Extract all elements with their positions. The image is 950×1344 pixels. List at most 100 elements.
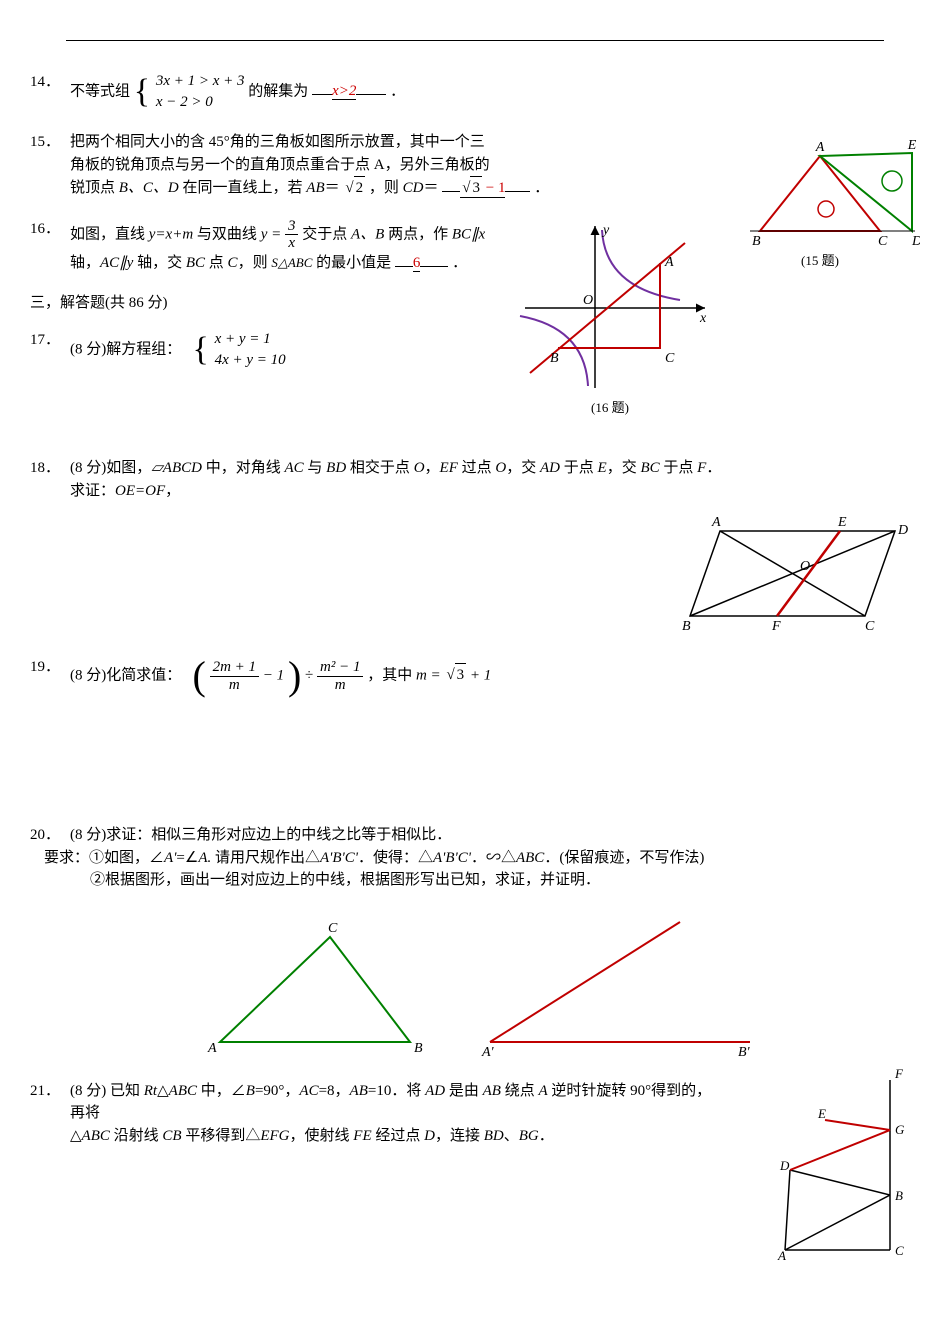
q18-t1g: ，交 <box>506 460 540 476</box>
q16-t1a: 如图，直线 <box>70 226 149 242</box>
brace-icon: { <box>134 75 150 109</box>
q16-bcx: BC∥x <box>452 226 485 242</box>
q19-f2d: m <box>317 677 363 694</box>
q20-r1b: A' <box>164 850 176 866</box>
q18-e: E <box>598 460 607 476</box>
q19-f2n: m² − 1 <box>317 659 363 677</box>
q16-cpt: C <box>228 255 238 271</box>
q16-yxm: y=x+m <box>149 226 193 242</box>
q20-pts: (8 分) <box>70 827 106 843</box>
f21-ad <box>785 1170 790 1250</box>
q16-t1e: A、B <box>351 226 384 242</box>
q21-cb: CB <box>162 1128 181 1144</box>
qnum-14: 14． <box>30 71 70 94</box>
f21-db <box>790 1170 890 1195</box>
q15-line2: 角板的锐角顶点与另一个的直角顶点重合于点 A，另外三角板的 <box>70 154 710 177</box>
question-18: 18． (8 分)如图，▱ABCD 中，对角线 AC 与 BD 相交于点 O，E… <box>30 457 920 636</box>
q16-fracd: x <box>285 235 299 252</box>
q14-sys-row2: x − 2 > 0 <box>156 92 245 113</box>
f20-A: A <box>207 1041 217 1056</box>
q15-line1: 把两个相同大小的含 45°角的三角板如图所示放置，其中一个三 <box>70 131 710 154</box>
q15-minus1: − 1 <box>482 180 505 196</box>
rparen-icon: ) <box>288 656 301 696</box>
q15-sqrt3: 3 <box>470 176 482 200</box>
q17-sys1: x + y = 1 <box>215 329 286 350</box>
qbody-18: (8 分)如图，▱ABCD 中，对角线 AC 与 BD 相交于点 O，EF 过点… <box>70 457 920 502</box>
q21-t2g: 、 <box>504 1128 519 1144</box>
q21-t1f: =10．将 <box>368 1083 425 1099</box>
blank <box>505 191 530 192</box>
f21-ab <box>785 1195 890 1250</box>
qnum-16: 16． <box>30 218 70 241</box>
fig20-left: A B C <box>180 912 440 1062</box>
q20-r1h: ．∽△ <box>471 850 516 866</box>
qbody-15: 把两个相同大小的含 45°角的三角板如图所示放置，其中一个三 角板的锐角顶点与另… <box>70 131 710 200</box>
sqrt-icon: 2 <box>343 176 365 200</box>
q19-txt: 化简求值： <box>106 667 181 683</box>
q20-r2: ②根据图形，画出一组对应边上的中线，根据图形写出已知，求证，并证明． <box>90 869 920 892</box>
q18-f: F <box>697 460 706 476</box>
q21-t2c: 平移得到△ <box>182 1128 261 1144</box>
q18-bd: BD <box>326 460 346 476</box>
fig20-ray <box>490 922 680 1042</box>
q18-o: O <box>414 460 425 476</box>
q16-bc: BC <box>186 255 205 271</box>
f20-Bp: B' <box>738 1045 751 1060</box>
f21-D: D <box>779 1158 790 1173</box>
question-14: 14． 不等式组 { 3x + 1 > x + 3 x − 2 > 0 的解集为… <box>30 71 920 113</box>
qnum-18: 18． <box>30 457 70 480</box>
q16-sabc: S△ABC <box>271 255 312 270</box>
q16-t2e: 的最小值是 <box>312 255 391 271</box>
q19-sqrt3: 3 <box>455 663 467 687</box>
q21-t1b: △ <box>157 1083 169 1099</box>
lparen-icon: ( <box>193 656 206 696</box>
q18-ac: AC <box>284 460 303 476</box>
blank <box>442 191 460 192</box>
fig15-circle2 <box>882 171 902 191</box>
figure-20: A B C A' B' <box>30 912 920 1062</box>
q19-frac2: m² − 1m <box>317 659 363 693</box>
q16-frac: 3x <box>285 218 299 252</box>
q15-sqrt2: 2 <box>354 176 366 200</box>
f20-B: B <box>414 1041 423 1056</box>
f18-O: O <box>800 559 810 574</box>
qbody-21: (8 分) 已知 Rt△ABC 中，∠B=90°，AC=8，AB=10．将 AD… <box>70 1080 720 1148</box>
q20-r1d: A. <box>198 850 211 866</box>
q21-t1h: 绕点 <box>501 1083 539 1099</box>
sqrt-icon: 3 <box>444 663 466 687</box>
q21-ab: AB <box>350 1083 368 1099</box>
q20-r1j: ．(保留痕迹，不写作法) <box>544 850 704 866</box>
fig20-tri-abc <box>220 937 410 1042</box>
q16-t1c: 与双曲线 <box>193 226 261 242</box>
q18-t1i: ，交 <box>607 460 641 476</box>
q19-f1d: m <box>210 677 259 694</box>
q17-pts: (8 分) <box>70 341 106 357</box>
q18-line2: 求证：OE=OF， <box>70 480 920 503</box>
qbody-16: 如图，直线 y=x+m 与双曲线 y = 3x 交于点 A、B 两点，作 BC∥… <box>70 218 500 275</box>
fig18-svg: A E D B F C O <box>670 506 920 636</box>
q16-line1: 如图，直线 y=x+m 与双曲线 y = 3x 交于点 A、B 两点，作 BC∥… <box>70 218 500 252</box>
q21-dpt: D <box>424 1128 435 1144</box>
q15-eq2: ＝ <box>423 180 438 196</box>
q20-t1: 求证：相似三角形对应边上的中线之比等于相似比． <box>106 827 451 843</box>
q14-suffix: ． <box>390 83 405 99</box>
q16-fracn: 3 <box>285 218 299 236</box>
q18-ad: AD <box>540 460 560 476</box>
section-3-heading: 三，解答题(共 86 分) <box>30 292 920 315</box>
fig16-caption: (16 题) <box>510 398 710 418</box>
q14-answer: x>2 <box>332 83 356 100</box>
q17-system: x + y = 1 4x + y = 10 <box>215 329 286 371</box>
q19-f1n: 2m + 1 <box>210 659 259 677</box>
q21-abc2: ABC <box>82 1128 110 1144</box>
qbody-17: (8 分)解方程组： { x + y = 1 4x + y = 10 <box>70 329 500 371</box>
f20-Ap: A' <box>481 1045 495 1060</box>
qbody-20: (8 分)求证：相似三角形对应边上的中线之比等于相似比． <box>70 824 920 847</box>
q18-t1j: 于点 <box>660 460 698 476</box>
q19-mvalpre: m = <box>416 667 444 683</box>
q18-o2: O <box>495 460 506 476</box>
q18-ef: EF <box>440 460 458 476</box>
q21-bg: BG <box>519 1128 539 1144</box>
f21-eg <box>825 1120 890 1130</box>
f21-E: E <box>817 1106 826 1121</box>
blank <box>356 94 386 95</box>
